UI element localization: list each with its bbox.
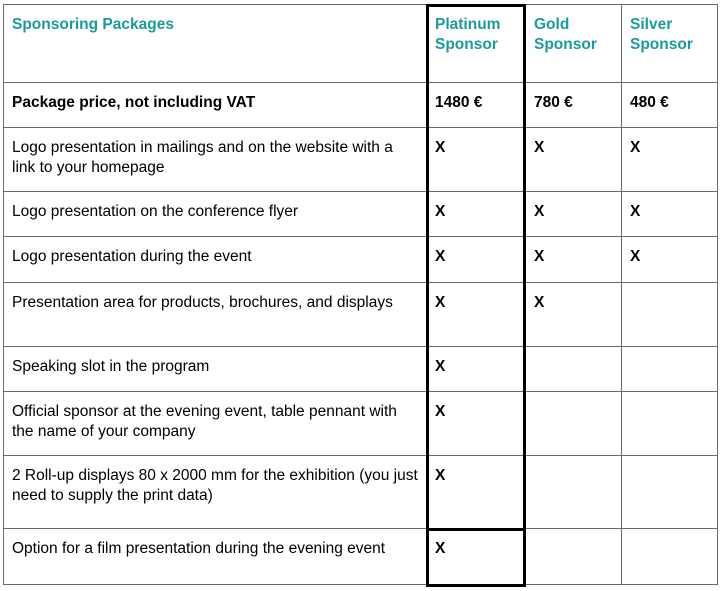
sponsoring-packages-table: Sponsoring Packages Platinum Sponsor Gol… [3,4,718,585]
gold-check-mark [525,346,622,392]
gold-check-mark: X [525,236,622,283]
row-label: Presentation area for products, brochure… [3,282,427,347]
platinum-price: 1480 € [426,82,526,128]
table-row: Logo presentation on the conference flye… [3,191,718,237]
silver-check-mark [621,528,718,585]
table-title: Sponsoring Packages [3,4,427,83]
silver-check-mark [621,282,718,347]
row-label: Option for a film presentation during th… [3,528,427,585]
platinum-check-mark: X [426,282,526,347]
row-label: Logo presentation on the conference flye… [3,191,427,237]
silver-check-mark: X [621,236,718,283]
row-label: Package price, not including VAT [3,82,427,128]
gold-check-mark [525,455,622,529]
header-silver-sponsor: Silver Sponsor [621,4,718,83]
row-label: Logo presentation during the event [3,236,427,283]
silver-check-mark [621,455,718,529]
table-row: Official sponsor at the evening event, t… [3,391,718,456]
table-row: Logo presentation in mailings and on the… [3,127,718,192]
gold-price: 780 € [525,82,622,128]
gold-check-mark: X [525,282,622,347]
header-gold-sponsor: Gold Sponsor [525,4,622,83]
silver-check-mark [621,391,718,456]
table-row: Logo presentation during the event X X X [3,236,718,283]
gold-check-mark: X [525,127,622,192]
platinum-check-mark: X [426,391,526,456]
silver-check-mark: X [621,127,718,192]
platinum-check-mark: X [426,528,526,585]
row-label: Official sponsor at the evening event, t… [3,391,427,456]
table-header-row: Sponsoring Packages Platinum Sponsor Gol… [3,4,718,83]
table-row: 2 Roll-up displays 80 x 2000 mm for the … [3,455,718,529]
row-label: 2 Roll-up displays 80 x 2000 mm for the … [3,455,427,529]
table-row-price: Package price, not including VAT 1480 € … [3,82,718,128]
gold-check-mark [525,391,622,456]
platinum-check-mark: X [426,455,526,529]
table-row: Presentation area for products, brochure… [3,282,718,347]
platinum-check-mark: X [426,191,526,237]
header-platinum-sponsor: Platinum Sponsor [426,4,526,83]
row-label: Logo presentation in mailings and on the… [3,127,427,192]
silver-check-mark: X [621,191,718,237]
gold-check-mark [525,528,622,585]
platinum-check-mark: X [426,346,526,392]
table-row: Speaking slot in the program X [3,346,718,392]
platinum-check-mark: X [426,127,526,192]
silver-check-mark [621,346,718,392]
silver-price: 480 € [621,82,718,128]
row-label: Speaking slot in the program [3,346,427,392]
table-row: Option for a film presentation during th… [3,528,718,585]
platinum-check-mark: X [426,236,526,283]
gold-check-mark: X [525,191,622,237]
